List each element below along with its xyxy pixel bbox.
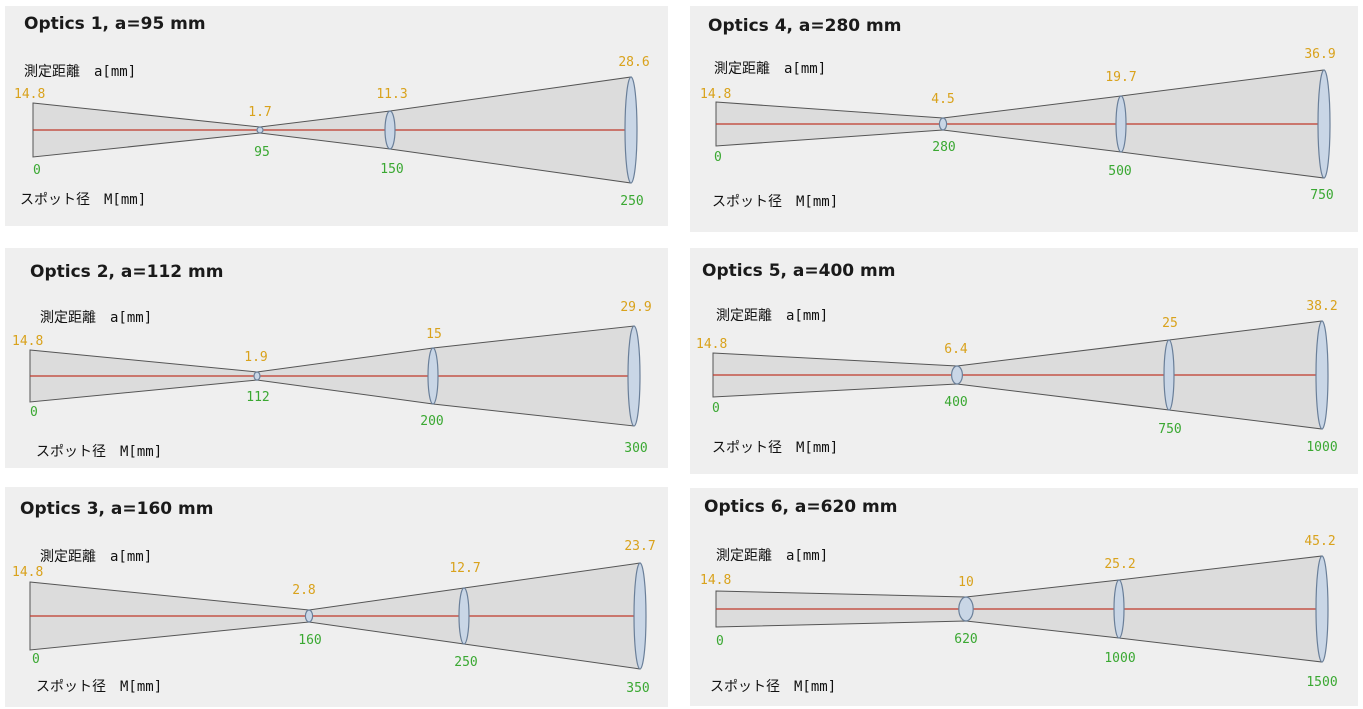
panel-title: Optics 2, a=112 mm: [30, 262, 224, 282]
distance-label: 1000: [1306, 440, 1337, 455]
spot-size-label: 45.2: [1304, 534, 1335, 549]
distance-label: 350: [626, 681, 649, 696]
spot-ellipse: [633, 562, 647, 670]
spot-size-label: 28.6: [618, 55, 649, 70]
focal-spot: [253, 371, 261, 381]
optics-3-cone: 14.8 0 2.8 160 12.7 250 23.7 350: [12, 539, 656, 696]
distance-label: 280: [932, 140, 955, 155]
spot-ellipse: [1115, 95, 1127, 153]
distance-axis-label: 測定距離 a[mm]: [40, 310, 153, 326]
distance-label: 250: [454, 655, 477, 670]
focal-spot: [304, 609, 314, 623]
distance-label: 750: [1310, 188, 1333, 203]
distance-axis-label: 測定距離 a[mm]: [24, 64, 137, 80]
spot-size-label: 14.8: [696, 337, 727, 352]
spot-size-label: 23.7: [624, 539, 655, 554]
distance-axis-label: 測定距離 a[mm]: [40, 549, 153, 565]
spot-ellipse: [627, 325, 641, 427]
distance-label: 250: [620, 194, 643, 209]
optics-6-cone: 14.8 0 10 620 25.2 1000 45.2 1500: [700, 534, 1338, 690]
spot-size-label: 14.8: [700, 573, 731, 588]
panel-title: Optics 6, a=620 mm: [704, 497, 898, 517]
spot-ellipse: [624, 76, 638, 184]
spot-size-label: 38.2: [1306, 299, 1337, 314]
distance-label: 300: [624, 441, 647, 456]
distance-label: 620: [954, 632, 977, 647]
distance-label: 160: [298, 633, 321, 648]
panel-title: Optics 3, a=160 mm: [20, 499, 214, 519]
spot-size-label: 14.8: [12, 334, 43, 349]
spot-size-axis-label: スポット径 M[mm]: [712, 440, 839, 456]
spot-size-axis-label: スポット径 M[mm]: [36, 444, 163, 460]
spot-size-label: 14.8: [14, 87, 45, 102]
panel-title: Optics 1, a=95 mm: [24, 14, 206, 34]
spot-size-label: 11.3: [376, 87, 407, 102]
distance-axis-label: 測定距離 a[mm]: [716, 548, 829, 564]
spot-size-label: 14.8: [700, 87, 731, 102]
distance-label: 0: [714, 150, 722, 165]
spot-size-axis-label: スポット径 M[mm]: [712, 194, 839, 210]
focal-spot: [256, 126, 264, 134]
spot-ellipse: [1315, 555, 1329, 663]
spot-ellipse: [458, 587, 470, 645]
spot-size-label: 14.8: [12, 565, 43, 580]
distance-label: 0: [712, 401, 720, 416]
optics-5-cone: 14.8 0 6.4 400 25 750 38.2 1000: [696, 299, 1338, 455]
spot-ellipse: [427, 347, 439, 405]
spot-size-axis-label: スポット径 M[mm]: [20, 192, 147, 208]
distance-label: 0: [33, 163, 41, 178]
distance-label: 150: [380, 162, 403, 177]
focal-spot: [958, 596, 974, 622]
spot-size-label: 4.5: [931, 92, 954, 107]
spot-ellipse: [1113, 579, 1125, 639]
distance-label: 400: [944, 395, 967, 410]
spot-size-label: 10: [958, 575, 974, 590]
distance-label: 0: [30, 405, 38, 420]
distance-label: 0: [32, 652, 40, 667]
spot-size-label: 6.4: [944, 342, 968, 357]
distance-label: 750: [1158, 422, 1181, 437]
distance-label: 1500: [1306, 675, 1337, 690]
distance-axis-label: 測定距離 a[mm]: [716, 308, 829, 324]
distance-axis-label: 測定距離 a[mm]: [714, 61, 827, 77]
distance-label: 95: [254, 145, 270, 160]
optics-4-cone: 14.8 0 4.5 280 19.7 500 36.9 750: [700, 47, 1336, 203]
distance-label: 200: [420, 414, 443, 429]
spot-size-label: 1.9: [244, 350, 267, 365]
spot-size-label: 1.7: [248, 105, 271, 120]
optics-1-cone: 14.8 0 1.7 95 11.3 150 28.6 250: [14, 55, 650, 209]
spot-ellipse: [1163, 339, 1175, 411]
spot-size-label: 36.9: [1304, 47, 1335, 62]
spot-size-label: 25.2: [1104, 557, 1135, 572]
spot-ellipse: [1317, 69, 1331, 179]
spot-ellipse: [384, 110, 396, 150]
focal-spot: [938, 117, 948, 131]
spot-ellipse: [1315, 320, 1329, 430]
spot-size-axis-label: スポット径 M[mm]: [710, 679, 837, 695]
spot-size-label: 2.8: [292, 583, 315, 598]
distance-label: 0: [716, 634, 724, 649]
distance-label: 112: [246, 390, 269, 405]
focal-spot: [950, 365, 963, 385]
spot-size-axis-label: スポット径 M[mm]: [36, 679, 163, 695]
spot-size-label: 19.7: [1105, 70, 1136, 85]
panel-title: Optics 4, a=280 mm: [708, 16, 902, 36]
distance-label: 1000: [1104, 651, 1135, 666]
spot-size-label: 25: [1162, 316, 1178, 331]
panel-title: Optics 5, a=400 mm: [702, 261, 896, 281]
spot-size-label: 29.9: [620, 300, 651, 315]
spot-size-label: 12.7: [449, 561, 480, 576]
optics-2-cone: 14.8 0 1.9 112 15 200 29.9 300: [12, 300, 652, 456]
spot-size-label: 15: [426, 327, 442, 342]
distance-label: 500: [1108, 164, 1131, 179]
